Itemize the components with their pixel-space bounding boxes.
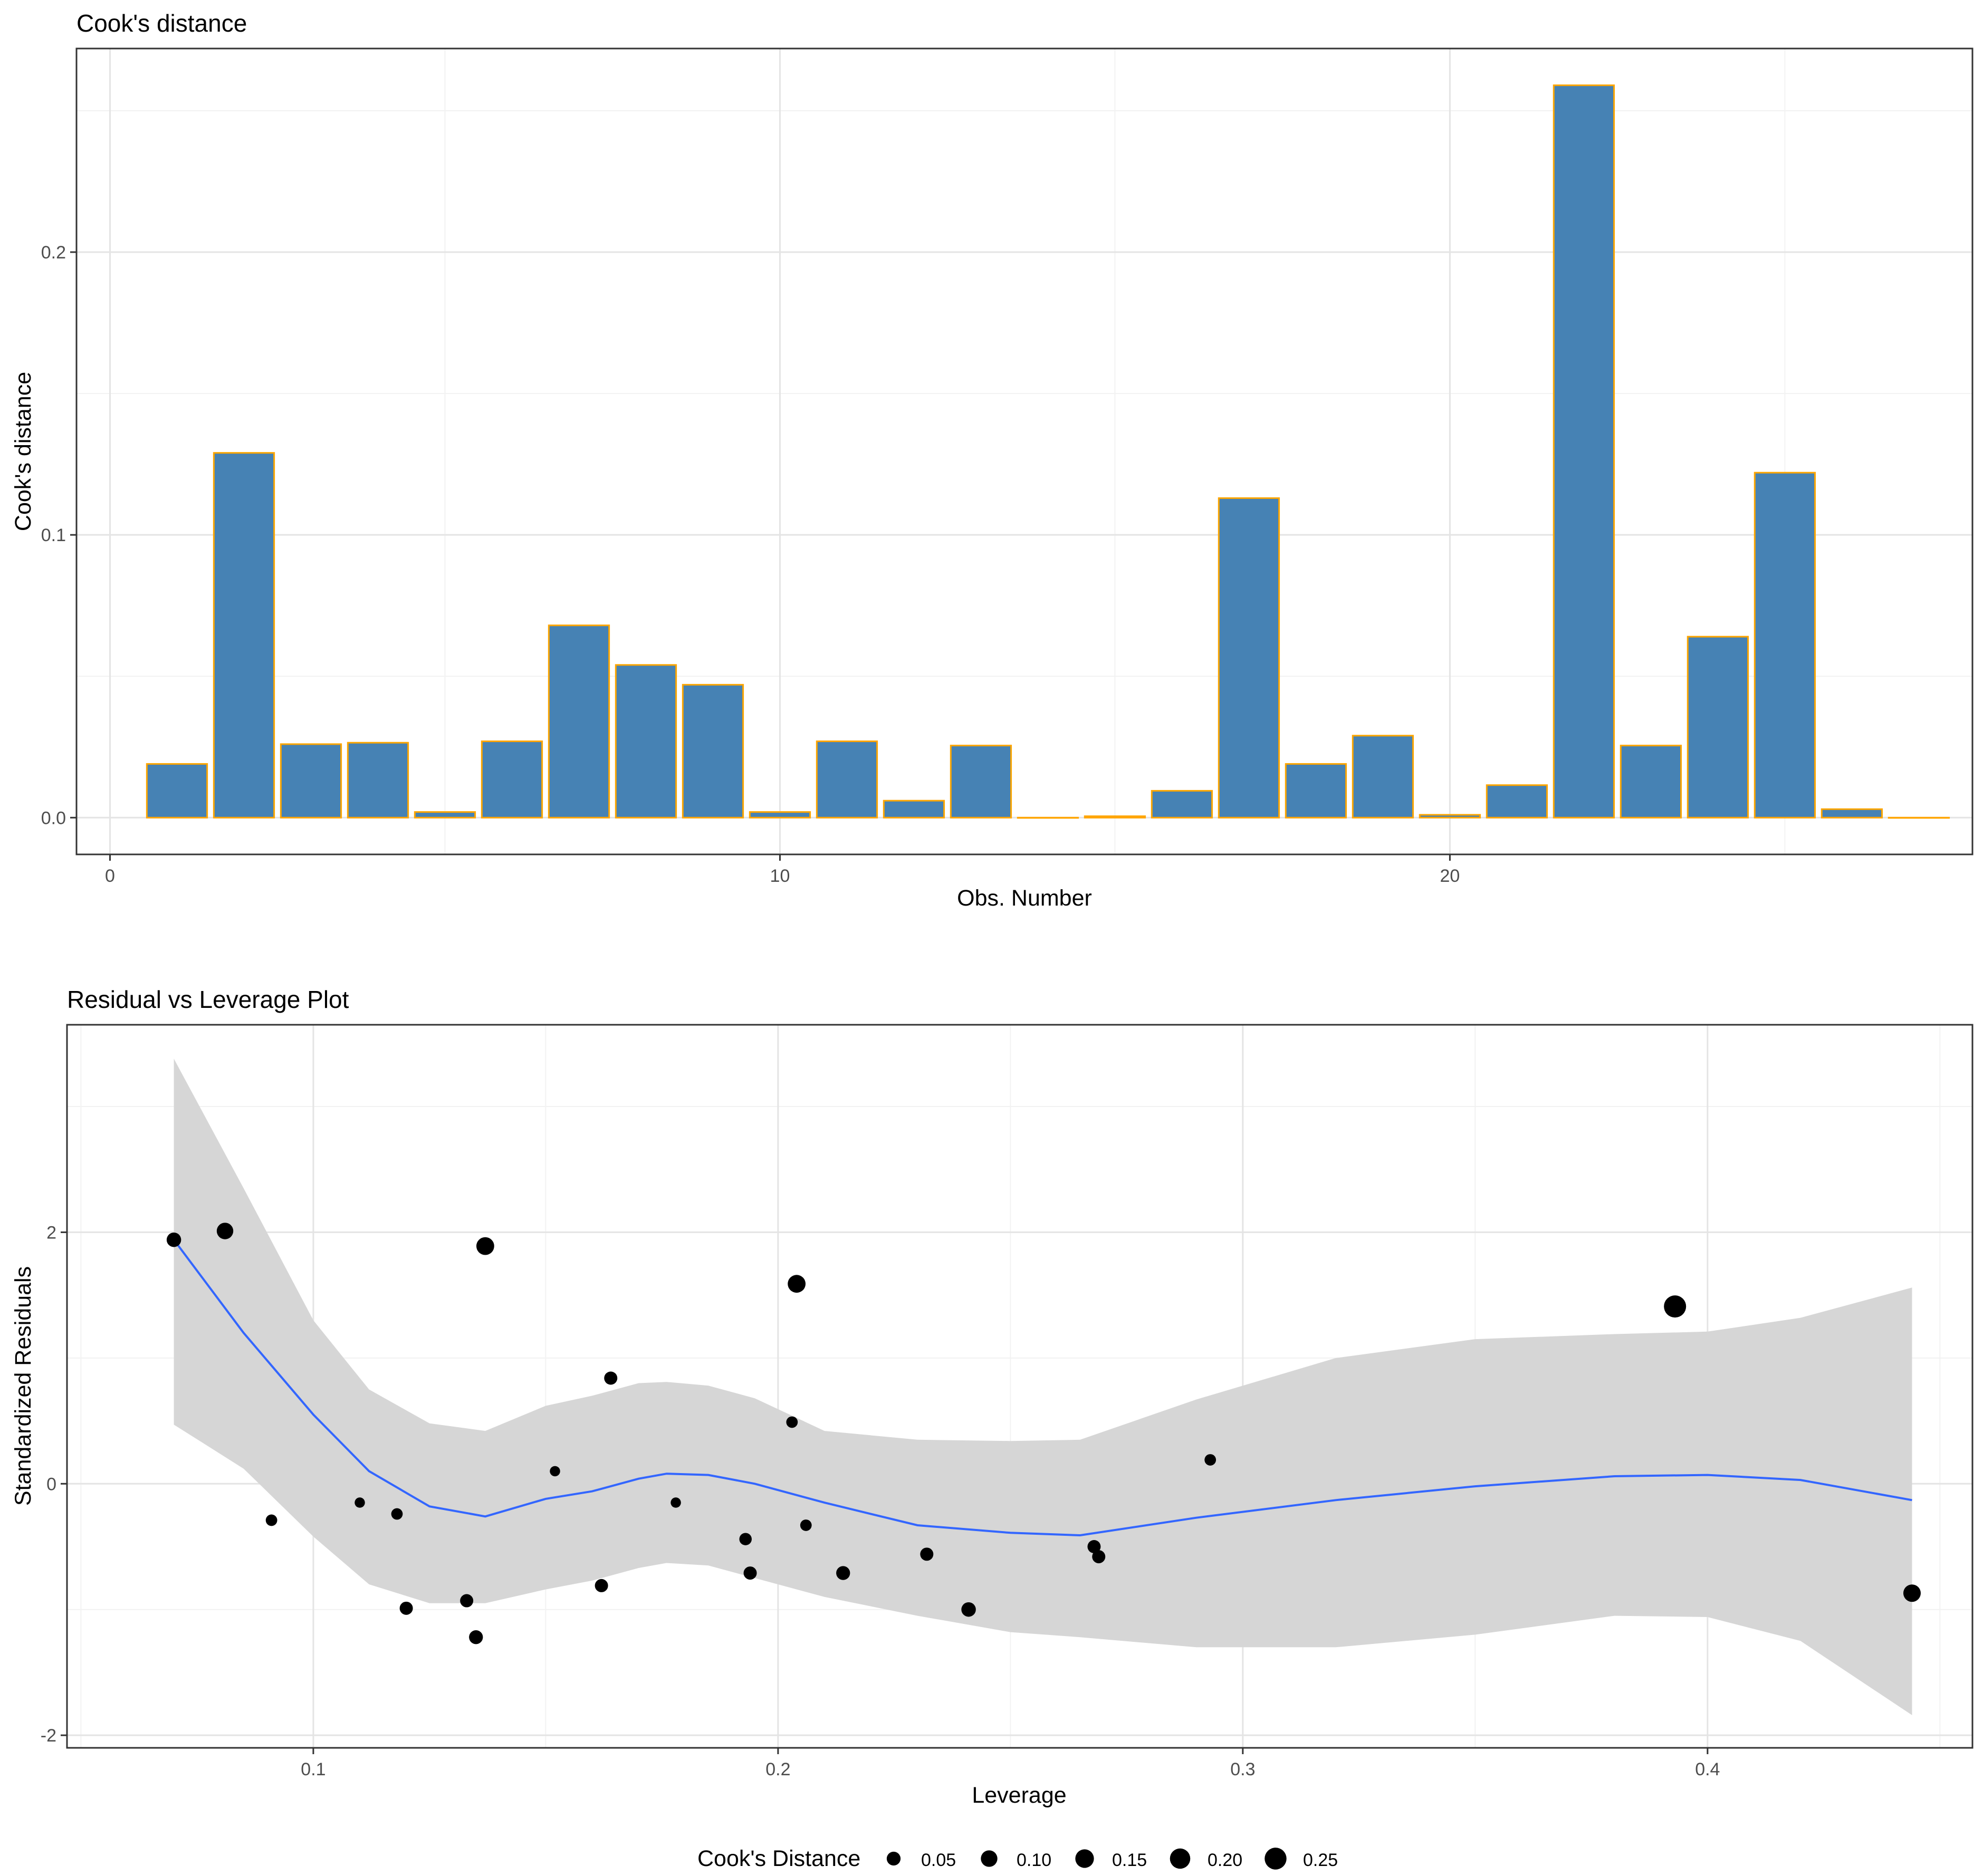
bar-y-axis-label: Cook's distance xyxy=(11,372,36,531)
bar-obs-26 xyxy=(1821,808,1883,819)
scatter-point-4 xyxy=(355,1497,365,1508)
bar-obs-27 xyxy=(1888,816,1950,819)
scatter-point-20 xyxy=(920,1547,934,1561)
scatter-points xyxy=(166,1223,1921,1644)
bar-panel-background xyxy=(76,49,1972,854)
scatter-x-axis-label: Leverage xyxy=(972,1783,1066,1808)
scatter-point-26 xyxy=(1903,1584,1921,1602)
bar-obs-13 xyxy=(950,745,1012,819)
bar-chart-title: Cook's distance xyxy=(76,9,247,37)
bar-obs-17 xyxy=(1218,497,1280,819)
confidence-band xyxy=(174,1059,1912,1715)
bar-y-tick-label: 0.1 xyxy=(41,525,66,545)
scatter-point-16 xyxy=(786,1416,798,1428)
bar-obs-18 xyxy=(1285,763,1347,819)
bar-obs-6 xyxy=(481,740,543,819)
scatter-point-19 xyxy=(836,1566,850,1580)
bar-x-tick-label: 0 xyxy=(105,866,115,886)
legend-label: 0.25 xyxy=(1303,1850,1338,1870)
scatter-point-15 xyxy=(743,1566,757,1580)
residual-leverage-panel: Residual vs Leverage Plot 0.1 0.2 0.3 0.4 -2… xyxy=(11,986,1974,1808)
bar-obs-24 xyxy=(1687,636,1749,819)
bar-obs-3 xyxy=(280,743,342,819)
scatter-y-tick-label: 0 xyxy=(46,1474,56,1494)
scatter-point-5 xyxy=(391,1508,403,1520)
bar-marks xyxy=(146,84,1950,819)
bar-obs-11 xyxy=(816,740,878,819)
bar-obs-12 xyxy=(883,800,945,819)
scatter-x-tick-label: 0.1 xyxy=(301,1759,325,1779)
scatter-x-tick-label: 0.4 xyxy=(1695,1759,1720,1779)
legend-items: 0.05 0.10 0.15 0.20 0.25 xyxy=(886,1848,1338,1870)
bar-obs-4 xyxy=(347,742,409,819)
cooks-distance-panel: Cook's distance 0 10 20 0.0 0.1 0.2 Obs. Numb… xyxy=(11,9,1974,911)
bar-obs-19 xyxy=(1352,735,1414,819)
scatter-point-9 xyxy=(476,1237,494,1255)
smooth-line xyxy=(173,1239,1912,1537)
legend-key-4 xyxy=(1170,1848,1191,1869)
legend-label: 0.15 xyxy=(1112,1850,1147,1870)
legend-label: 0.20 xyxy=(1208,1850,1242,1870)
scatter-point-8 xyxy=(469,1630,483,1644)
bar-x-tick-label: 20 xyxy=(1440,866,1460,886)
scatter-point-1 xyxy=(166,1232,181,1247)
bar-obs-5 xyxy=(414,811,476,819)
scatter-y-axis-label: Standardized Residuals xyxy=(11,1266,36,1506)
bar-obs-16 xyxy=(1151,790,1213,819)
scatter-point-22 xyxy=(1087,1540,1101,1553)
bar-panel-border xyxy=(75,47,1974,855)
scatter-point-13 xyxy=(670,1497,681,1508)
legend-label: 0.10 xyxy=(1017,1850,1051,1870)
bar-obs-14 xyxy=(1017,816,1079,819)
bar-x-axis-label: Obs. Number xyxy=(957,886,1092,911)
scatter-point-24 xyxy=(1204,1454,1216,1466)
bar-y-tick-label: 0.2 xyxy=(41,243,66,263)
bar-obs-15 xyxy=(1084,815,1146,819)
bar-y-tick-label: 0.0 xyxy=(41,808,66,828)
legend-key-3 xyxy=(1075,1849,1094,1868)
scatter-point-21 xyxy=(961,1602,976,1617)
scatter-point-14 xyxy=(739,1533,752,1545)
legend-key-5 xyxy=(1264,1848,1287,1870)
scatter-point-3 xyxy=(265,1514,277,1526)
scatter-point-17 xyxy=(788,1275,806,1293)
scatter-axis-ticks: 0.1 0.2 0.3 0.4 -2 0 2 xyxy=(41,1223,1720,1779)
legend-title: Cook's Distance xyxy=(697,1846,860,1871)
scatter-panel-border xyxy=(66,1024,1974,1749)
scatter-point-10 xyxy=(550,1466,560,1477)
legend-label: 0.05 xyxy=(921,1850,956,1870)
scatter-point-18 xyxy=(800,1519,812,1531)
bar-obs-23 xyxy=(1620,745,1682,819)
bar-obs-7 xyxy=(548,624,610,819)
scatter-y-tick-label: 2 xyxy=(46,1223,56,1243)
scatter-x-tick-label: 0.3 xyxy=(1230,1759,1255,1779)
bar-obs-8 xyxy=(615,664,677,819)
bar-obs-21 xyxy=(1486,784,1548,819)
scatter-point-7 xyxy=(460,1594,474,1608)
bar-axis-ticks: 0 10 20 0.0 0.1 0.2 xyxy=(41,243,1460,886)
bar-obs-1 xyxy=(146,763,208,819)
scatter-point-23 xyxy=(1092,1550,1106,1564)
legend-key-2 xyxy=(981,1850,998,1867)
bar-obs-10 xyxy=(749,811,811,819)
scatter-y-tick-label: -2 xyxy=(41,1726,56,1746)
bar-obs-20 xyxy=(1419,814,1481,819)
scatter-chart-title: Residual vs Leverage Plot xyxy=(67,986,349,1013)
scatter-point-2 xyxy=(216,1223,234,1239)
scatter-point-12 xyxy=(604,1371,618,1385)
bar-obs-2 xyxy=(213,452,275,819)
bar-obs-25 xyxy=(1754,472,1816,819)
bar-x-tick-label: 10 xyxy=(770,866,790,886)
bar-obs-22 xyxy=(1553,84,1615,819)
scatter-point-6 xyxy=(399,1601,413,1615)
scatter-point-25 xyxy=(1664,1295,1687,1318)
legend-key-1 xyxy=(886,1851,901,1866)
cooks-distance-legend: Cook's Distance 0.05 0.10 0.15 0.20 0.25 xyxy=(697,1846,1338,1871)
bar-obs-9 xyxy=(682,684,744,819)
scatter-point-11 xyxy=(595,1579,608,1592)
scatter-x-tick-label: 0.2 xyxy=(765,1759,790,1779)
